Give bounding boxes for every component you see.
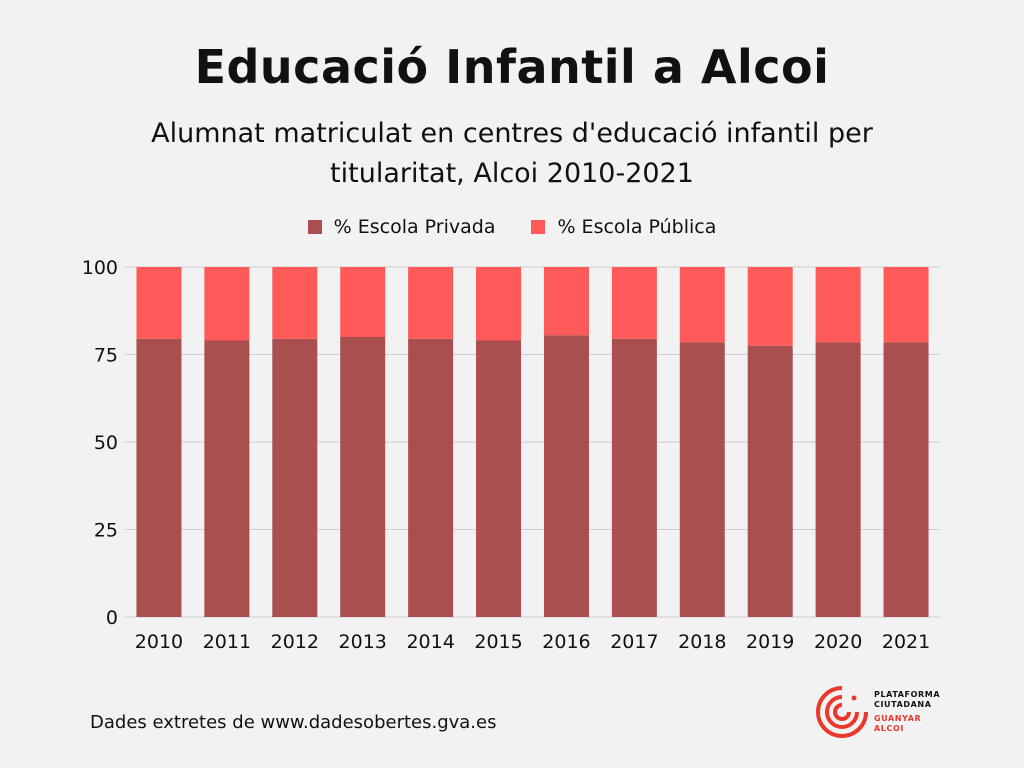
- x-tick-label: 2019: [746, 631, 794, 653]
- source-note: Dades extretes de www.dadesobertes.gva.e…: [90, 712, 497, 733]
- logo-line-2: CIUTADANA: [874, 700, 932, 709]
- x-tick-label: 2018: [678, 631, 726, 653]
- bar-publica: [136, 267, 182, 339]
- legend: % Escola Privada % Escola Pública: [0, 216, 1024, 238]
- chart-subtitle: Alumnat matriculat en centres d'educació…: [151, 118, 873, 189]
- bar-publica: [204, 267, 250, 341]
- bar-publica: [611, 267, 657, 339]
- bar-publica: [883, 267, 929, 343]
- x-tick-label: 2014: [406, 631, 454, 653]
- bar-publica: [272, 267, 318, 339]
- legend-swatch-privada: [307, 220, 322, 234]
- y-tick-label: 100: [82, 257, 118, 279]
- legend-swatch-publica: [531, 220, 546, 234]
- x-tick-label: 2013: [339, 631, 387, 653]
- y-tick-label: 0: [106, 607, 118, 629]
- chart-title: Educació Infantil a Alcoi: [194, 40, 830, 94]
- bar-privada: [136, 338, 182, 617]
- x-tick-label: 2021: [882, 631, 930, 653]
- bar-privada: [476, 340, 522, 617]
- bar-privada: [611, 338, 657, 617]
- y-tick-label: 50: [94, 432, 118, 454]
- bar-privada: [408, 338, 454, 617]
- bar-privada: [815, 342, 861, 617]
- bar-privada: [679, 342, 725, 617]
- bar-publica: [747, 267, 793, 346]
- bar-privada: [272, 338, 318, 617]
- x-tick-label: 2020: [814, 631, 862, 653]
- bar-publica: [408, 267, 454, 339]
- logo-line-4: ALCOI: [874, 724, 904, 733]
- legend-label-privada: % Escola Privada: [333, 216, 496, 238]
- bar-privada: [883, 342, 929, 617]
- guanyar-alcoi-logo: PLATAFORMA CIUTADANA GUANYAR ALCOI: [814, 684, 1014, 744]
- bar-publica: [543, 267, 589, 336]
- legend-label-publica: % Escola Pública: [557, 216, 717, 238]
- x-tick-label: 2010: [135, 631, 183, 653]
- bar-privada: [747, 345, 793, 617]
- bar-publica: [815, 267, 861, 343]
- x-tick-label: 2012: [271, 631, 319, 653]
- y-tick-label: 25: [94, 520, 118, 542]
- bar-publica: [340, 267, 386, 337]
- bar-publica: [476, 267, 522, 341]
- bar-privada: [543, 335, 589, 617]
- bar-publica: [679, 267, 725, 343]
- logo-line-1: PLATAFORMA: [874, 690, 941, 699]
- x-tick-label: 2011: [203, 631, 251, 653]
- logo-line-3: GUANYAR: [874, 714, 922, 723]
- bar-privada: [340, 337, 386, 617]
- x-tick-label: 2016: [542, 631, 590, 653]
- y-tick-label: 75: [94, 345, 118, 367]
- x-tick-label: 2015: [474, 631, 522, 653]
- legend-item-publica: % Escola Pública: [531, 216, 716, 238]
- bar-privada: [204, 340, 250, 617]
- logo-icon: [816, 686, 868, 738]
- logo-text: PLATAFORMA CIUTADANA GUANYAR ALCOI: [874, 690, 940, 734]
- x-tick-label: 2017: [610, 631, 658, 653]
- legend-item-privada: % Escola Privada: [307, 216, 496, 238]
